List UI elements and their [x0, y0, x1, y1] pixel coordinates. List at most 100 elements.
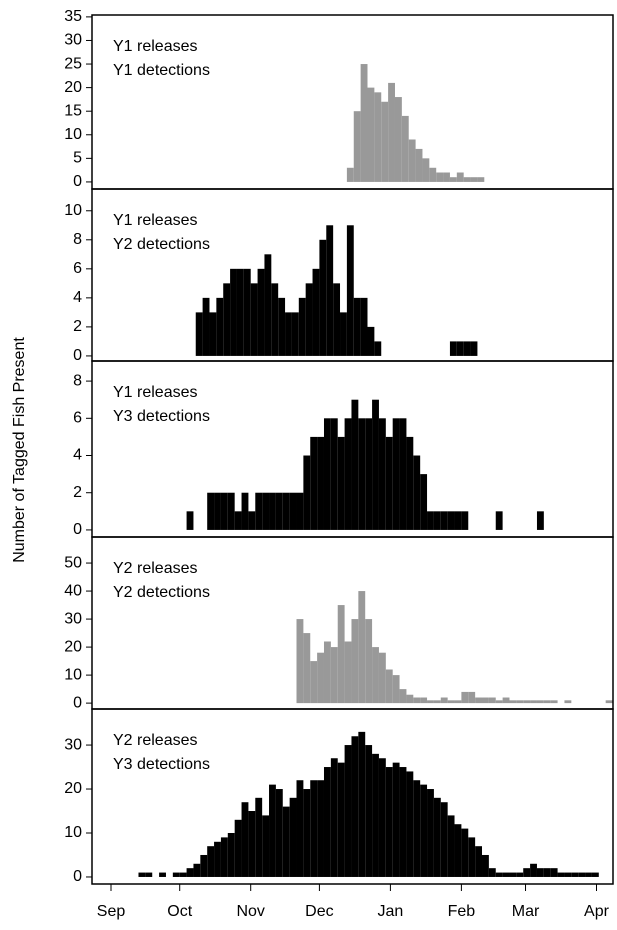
y-tick-label: 15 — [64, 102, 82, 119]
bar — [214, 841, 221, 877]
bar — [372, 399, 379, 530]
x-tick-label: Feb — [448, 903, 476, 920]
x-tick-label: Jan — [378, 903, 404, 920]
bar — [378, 758, 386, 877]
bar — [454, 700, 462, 704]
bar — [470, 177, 478, 182]
bar — [557, 872, 565, 877]
bar — [399, 418, 407, 530]
bar — [427, 700, 434, 704]
bar — [475, 697, 483, 704]
y-tick-label: 20 — [64, 79, 82, 96]
y-tick-label: 10 — [64, 126, 82, 143]
bar — [278, 297, 286, 356]
bar — [447, 815, 455, 877]
bar — [433, 700, 441, 704]
bar — [456, 172, 464, 182]
bar — [420, 697, 428, 704]
bar — [454, 511, 462, 530]
bar — [571, 872, 579, 877]
y-axis-label: Number of Tagged Fish Present — [11, 337, 28, 563]
y-tick-label: 8 — [73, 231, 82, 248]
y-tick-label: 20 — [64, 780, 82, 797]
bar — [367, 87, 375, 182]
bar — [317, 780, 324, 877]
bar — [186, 511, 194, 530]
bar — [406, 771, 414, 877]
bar — [344, 745, 352, 877]
bar — [179, 872, 187, 877]
bar — [303, 455, 311, 530]
bar — [381, 101, 389, 182]
bar — [374, 341, 382, 356]
bar — [291, 312, 299, 356]
bar — [220, 492, 228, 530]
bar — [427, 511, 434, 530]
annotation: Y1 releases — [113, 212, 198, 229]
bar — [436, 172, 444, 182]
bar — [303, 789, 311, 877]
y-tick-label: 0 — [73, 694, 82, 711]
bar — [333, 283, 341, 356]
annotation: Y1 releases — [113, 384, 198, 401]
bar — [209, 312, 217, 356]
bar — [236, 268, 244, 356]
bar — [372, 753, 379, 877]
bar — [346, 167, 354, 182]
bar — [337, 436, 345, 530]
bar — [413, 697, 421, 704]
bar — [578, 872, 586, 877]
bar — [298, 297, 306, 356]
bar — [543, 868, 551, 877]
bar — [502, 697, 510, 704]
bar — [378, 652, 386, 704]
y-tick-label: 5 — [73, 150, 82, 167]
bar — [433, 511, 441, 530]
bar — [340, 312, 347, 356]
bar — [337, 605, 345, 704]
bar — [413, 455, 421, 530]
bar — [193, 863, 201, 877]
y-tick-label: 30 — [64, 32, 82, 49]
bar — [495, 511, 503, 530]
bar — [207, 492, 215, 530]
y-tick-label: 0 — [73, 347, 82, 364]
y-tick-label: 30 — [64, 736, 82, 753]
y-tick-label: 8 — [73, 372, 82, 389]
annotation: Y2 releases — [113, 732, 198, 749]
bar — [285, 312, 292, 356]
bar — [323, 767, 331, 877]
bar — [275, 492, 283, 530]
bar — [353, 297, 361, 356]
bar — [456, 341, 464, 356]
bar — [346, 225, 354, 356]
bar — [550, 868, 558, 877]
annotation: Y1 releases — [113, 38, 198, 55]
bar — [186, 868, 194, 877]
x-tick-label: Nov — [236, 903, 264, 920]
bar — [470, 341, 478, 356]
bar — [482, 854, 489, 877]
bar — [385, 436, 393, 530]
bar — [317, 436, 324, 530]
bar — [468, 691, 476, 704]
y-tick-label: 0 — [73, 173, 82, 190]
bar — [289, 797, 297, 877]
bar — [220, 837, 228, 877]
bar — [399, 767, 407, 877]
annotation: Y2 detections — [113, 236, 210, 253]
bar — [234, 511, 242, 530]
bar — [351, 399, 359, 530]
bar — [365, 619, 373, 704]
bar — [234, 819, 242, 877]
bar — [502, 872, 510, 877]
x-tick-label: Oct — [167, 903, 192, 920]
bar — [296, 492, 304, 530]
bar — [536, 868, 544, 877]
bar — [406, 436, 414, 530]
x-tick-label: Dec — [305, 903, 333, 920]
bar — [323, 641, 331, 704]
bar — [317, 652, 324, 704]
bar — [360, 64, 368, 182]
bar — [323, 418, 331, 530]
